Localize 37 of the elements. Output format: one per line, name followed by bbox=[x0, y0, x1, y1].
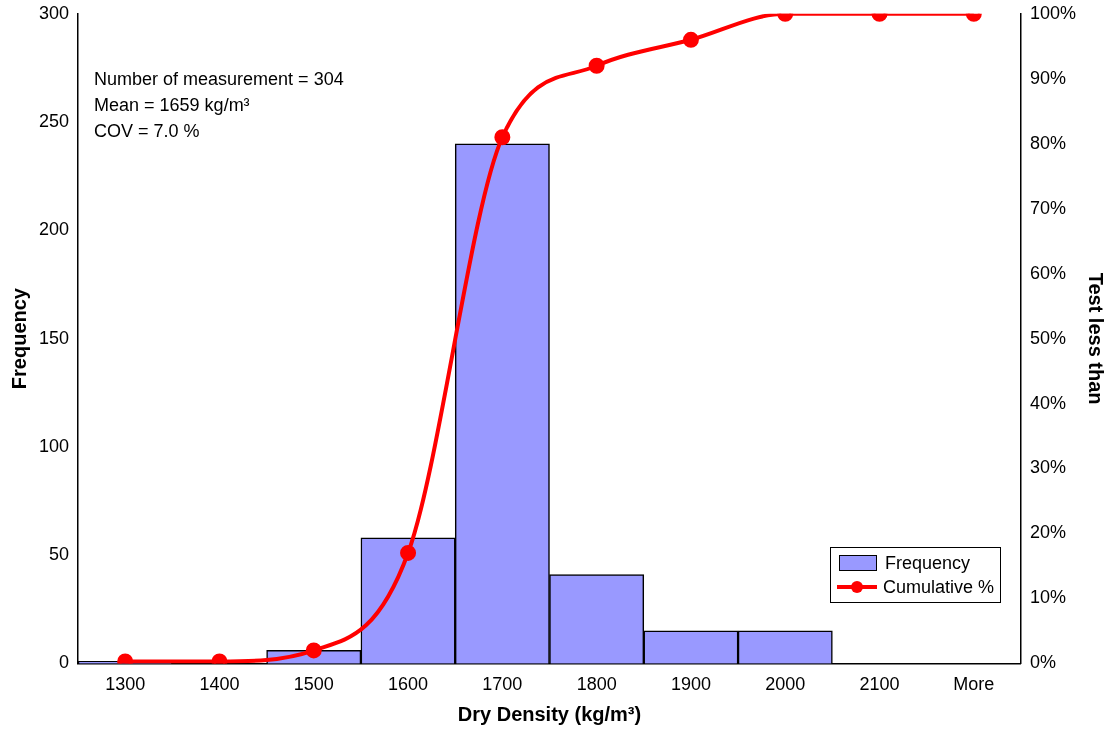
x-tick-label: 1800 bbox=[576, 674, 617, 695]
x-tick-label: 1500 bbox=[293, 674, 334, 695]
x-axis-title: Dry Density (kg/m³) bbox=[457, 702, 642, 725]
y2-tick-label: 100% bbox=[1029, 2, 1077, 23]
x-tick-label: 1300 bbox=[105, 674, 146, 695]
point bbox=[400, 544, 417, 561]
x-tick-label: 1900 bbox=[670, 674, 711, 695]
y2-tick-label: 20% bbox=[1029, 522, 1066, 543]
annotation: COV = 7.0 % bbox=[94, 120, 200, 141]
annotation: Mean = 1659 kg/m³ bbox=[94, 94, 250, 115]
y2-axis-title: Test less than bbox=[1085, 272, 1108, 405]
x-tick-label: 1700 bbox=[482, 674, 523, 695]
x-tick-label: 1600 bbox=[388, 674, 429, 695]
x-tick-label: More bbox=[953, 674, 995, 695]
y-tick-label: 300 bbox=[38, 2, 70, 23]
y2-tick-label: 0% bbox=[1029, 652, 1056, 673]
y2-tick-label: 60% bbox=[1029, 262, 1066, 283]
y-tick-label: 200 bbox=[38, 219, 70, 240]
y-tick-label: 100 bbox=[38, 435, 70, 456]
y2-tick-label: 10% bbox=[1029, 587, 1066, 608]
x-tick-label: 2100 bbox=[859, 674, 900, 695]
legend-label: Cumulative % bbox=[882, 576, 994, 598]
x-tick-label: 1400 bbox=[199, 674, 240, 695]
y-tick-label: 0 bbox=[59, 652, 70, 673]
y2-tick-label: 70% bbox=[1029, 197, 1066, 218]
y2-tick-label: 50% bbox=[1029, 327, 1066, 348]
y2-tick-label: 40% bbox=[1029, 392, 1066, 413]
legend-label: Frequency bbox=[884, 552, 970, 574]
y2-tick-label: 90% bbox=[1029, 67, 1066, 88]
y-axis-title: Frequency bbox=[7, 287, 30, 390]
y2-tick-label: 80% bbox=[1029, 132, 1066, 153]
y2-tick-label: 30% bbox=[1029, 457, 1066, 478]
y-tick-label: 250 bbox=[38, 111, 70, 132]
x-tick-label: 2000 bbox=[765, 674, 806, 695]
y-tick-label: 150 bbox=[38, 327, 70, 348]
annotation: Number of measurement = 304 bbox=[94, 68, 344, 89]
y-tick-label: 50 bbox=[49, 544, 70, 565]
